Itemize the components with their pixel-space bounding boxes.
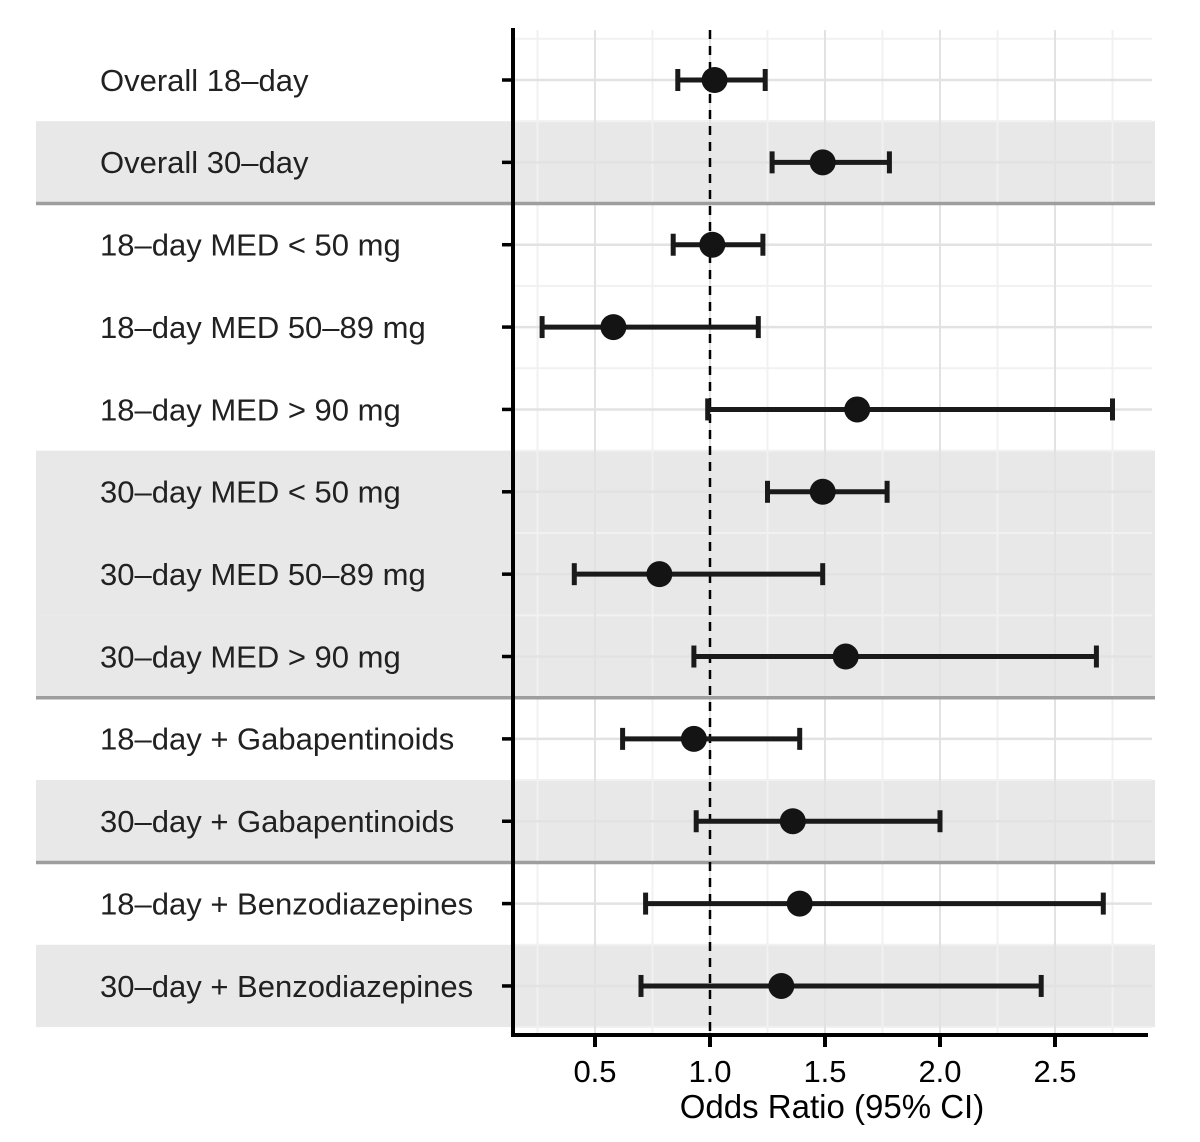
x-axis-tick-label: 0.5 [573, 1054, 616, 1089]
or-point [646, 561, 673, 588]
or-point [768, 972, 795, 999]
y-axis-label: 18–day MED < 50 mg [100, 228, 401, 263]
y-axis-label: Overall 30–day [100, 145, 309, 180]
data-layer [539, 67, 1115, 999]
x-axis-tick-label: 1.0 [688, 1054, 731, 1089]
or-point [844, 396, 871, 423]
or-point [699, 231, 726, 258]
y-axis-label: 30–day + Benzodiazepines [100, 969, 473, 1004]
or-point [809, 149, 836, 176]
forest-row [769, 149, 892, 176]
forest-row [643, 890, 1106, 917]
y-axis-label: 30–day + Gabapentinoids [100, 804, 454, 839]
forest-row [638, 972, 1044, 999]
or-point [701, 67, 728, 93]
or-point [600, 314, 627, 341]
forest-row [693, 808, 943, 835]
forest-row [539, 314, 761, 341]
x-axis-title: Odds Ratio (95% CI) [680, 1088, 984, 1125]
forest-row [705, 396, 1115, 423]
or-point [779, 808, 806, 835]
or-point [809, 478, 836, 505]
y-axis-label: 18–day + Benzodiazepines [100, 886, 473, 921]
x-axis-tick-label: 1.5 [803, 1054, 846, 1089]
y-axis-label: 18–day MED > 90 mg [100, 392, 401, 427]
x-axis-tick-label: 2.5 [1033, 1054, 1076, 1089]
y-axis-label: 18–day MED 50–89 mg [100, 310, 426, 345]
y-axis-label: 30–day MED > 90 mg [100, 639, 401, 674]
label-layer: Overall 18–day Overall 30–day 18–day MED <… [100, 63, 1077, 1089]
forest-row [670, 231, 766, 258]
y-axis-label: Overall 18–day [100, 63, 309, 98]
forest-row [765, 478, 890, 505]
x-axis-tick-label: 2.0 [918, 1054, 961, 1089]
axis-layer [502, 28, 1148, 1047]
or-point [786, 890, 813, 917]
or-point [832, 643, 859, 670]
y-axis-label: 18–day + Gabapentinoids [100, 722, 454, 757]
forest-row [571, 561, 826, 588]
y-axis-label: 30–day MED 50–89 mg [100, 557, 426, 592]
y-axis-label: 30–day MED < 50 mg [100, 475, 401, 510]
or-point [680, 725, 707, 752]
forest-row [675, 67, 768, 93]
group-separator-layer [36, 201, 1155, 865]
forest-row [691, 643, 1099, 670]
forest-row [620, 725, 803, 752]
